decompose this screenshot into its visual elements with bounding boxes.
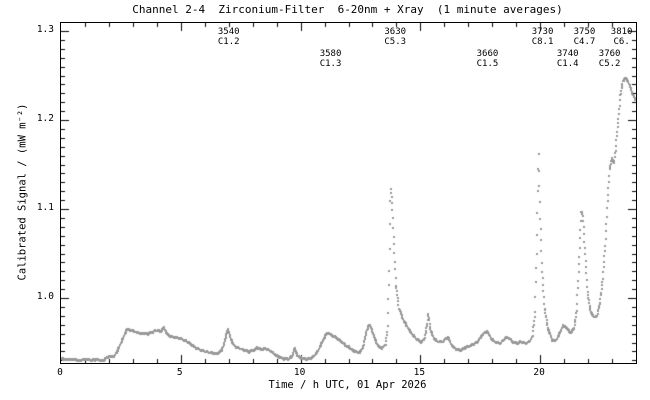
flare-class: C1.4 bbox=[556, 58, 579, 69]
flare-number: 3760 bbox=[598, 49, 621, 59]
flare-annotation: 3630 C5.3 bbox=[384, 27, 407, 47]
y-tick-label: 1.1 bbox=[36, 202, 54, 214]
x-axis-title: Time / h UTC, 01 Apr 2026 bbox=[268, 379, 427, 391]
flare-number: 3630 bbox=[384, 27, 407, 37]
x-tick-label: 10 bbox=[293, 367, 306, 378]
flare-class: C1.2 bbox=[217, 36, 240, 47]
flare-class: C1.5 bbox=[476, 58, 499, 69]
flare-number: 3580 bbox=[319, 49, 342, 59]
x-tick-label: 5 bbox=[176, 367, 183, 378]
x-tick-label: 15 bbox=[413, 367, 426, 378]
flare-annotation: 3540 C1.2 bbox=[217, 27, 240, 47]
flare-class: C5.3 bbox=[384, 36, 407, 47]
flare-annotation: 3660 C1.5 bbox=[476, 49, 499, 69]
flare-class: C8.1 bbox=[531, 36, 554, 47]
y-tick-label: 1.3 bbox=[36, 24, 54, 35]
flare-class: C5.2 bbox=[598, 58, 621, 69]
flare-number: 3740 bbox=[556, 49, 579, 59]
chart-title: Channel 2-4 Zirconium-Filter 6-20nm + Xr… bbox=[132, 3, 563, 16]
x-tick-label: 20 bbox=[533, 367, 545, 378]
flare-annotation: 3730 C8.1 bbox=[531, 27, 554, 47]
y-tick-label: 1.2 bbox=[36, 113, 54, 125]
y-axis-title-text: Calibrated Signal / (mW m⁻²) bbox=[16, 103, 29, 281]
flare-class: C1.3 bbox=[319, 58, 342, 69]
flare-class: C4.7 bbox=[573, 36, 596, 47]
flare-annotation: 3740 C1.4 bbox=[556, 49, 579, 69]
plot-area: 3540 C1.2 3580 C1.3 3630 C5.3 3660 C1.5 3730 C8.1… bbox=[60, 22, 637, 364]
flare-number: 3660 bbox=[476, 49, 499, 59]
flare-annotation: 3580 C1.3 bbox=[319, 49, 342, 69]
flare-number: 3730 bbox=[531, 27, 554, 37]
y-axis-title: Calibrated Signal / (mW m⁻²) bbox=[10, 22, 34, 362]
flare-annotation: 3750 C4.7 bbox=[573, 27, 596, 47]
flare-annotation: 3810 C6. bbox=[610, 27, 633, 47]
plot-canvas bbox=[61, 23, 636, 363]
y-tick-label: 1.0 bbox=[36, 291, 54, 303]
flare-number: 3750 bbox=[573, 27, 596, 37]
flare-class: C6. bbox=[613, 36, 630, 47]
flare-number: 3810 bbox=[610, 27, 633, 37]
x-tick-label: 0 bbox=[57, 367, 63, 378]
flare-annotation: 3760 C5.2 bbox=[598, 49, 621, 69]
flare-number: 3540 bbox=[217, 27, 240, 37]
